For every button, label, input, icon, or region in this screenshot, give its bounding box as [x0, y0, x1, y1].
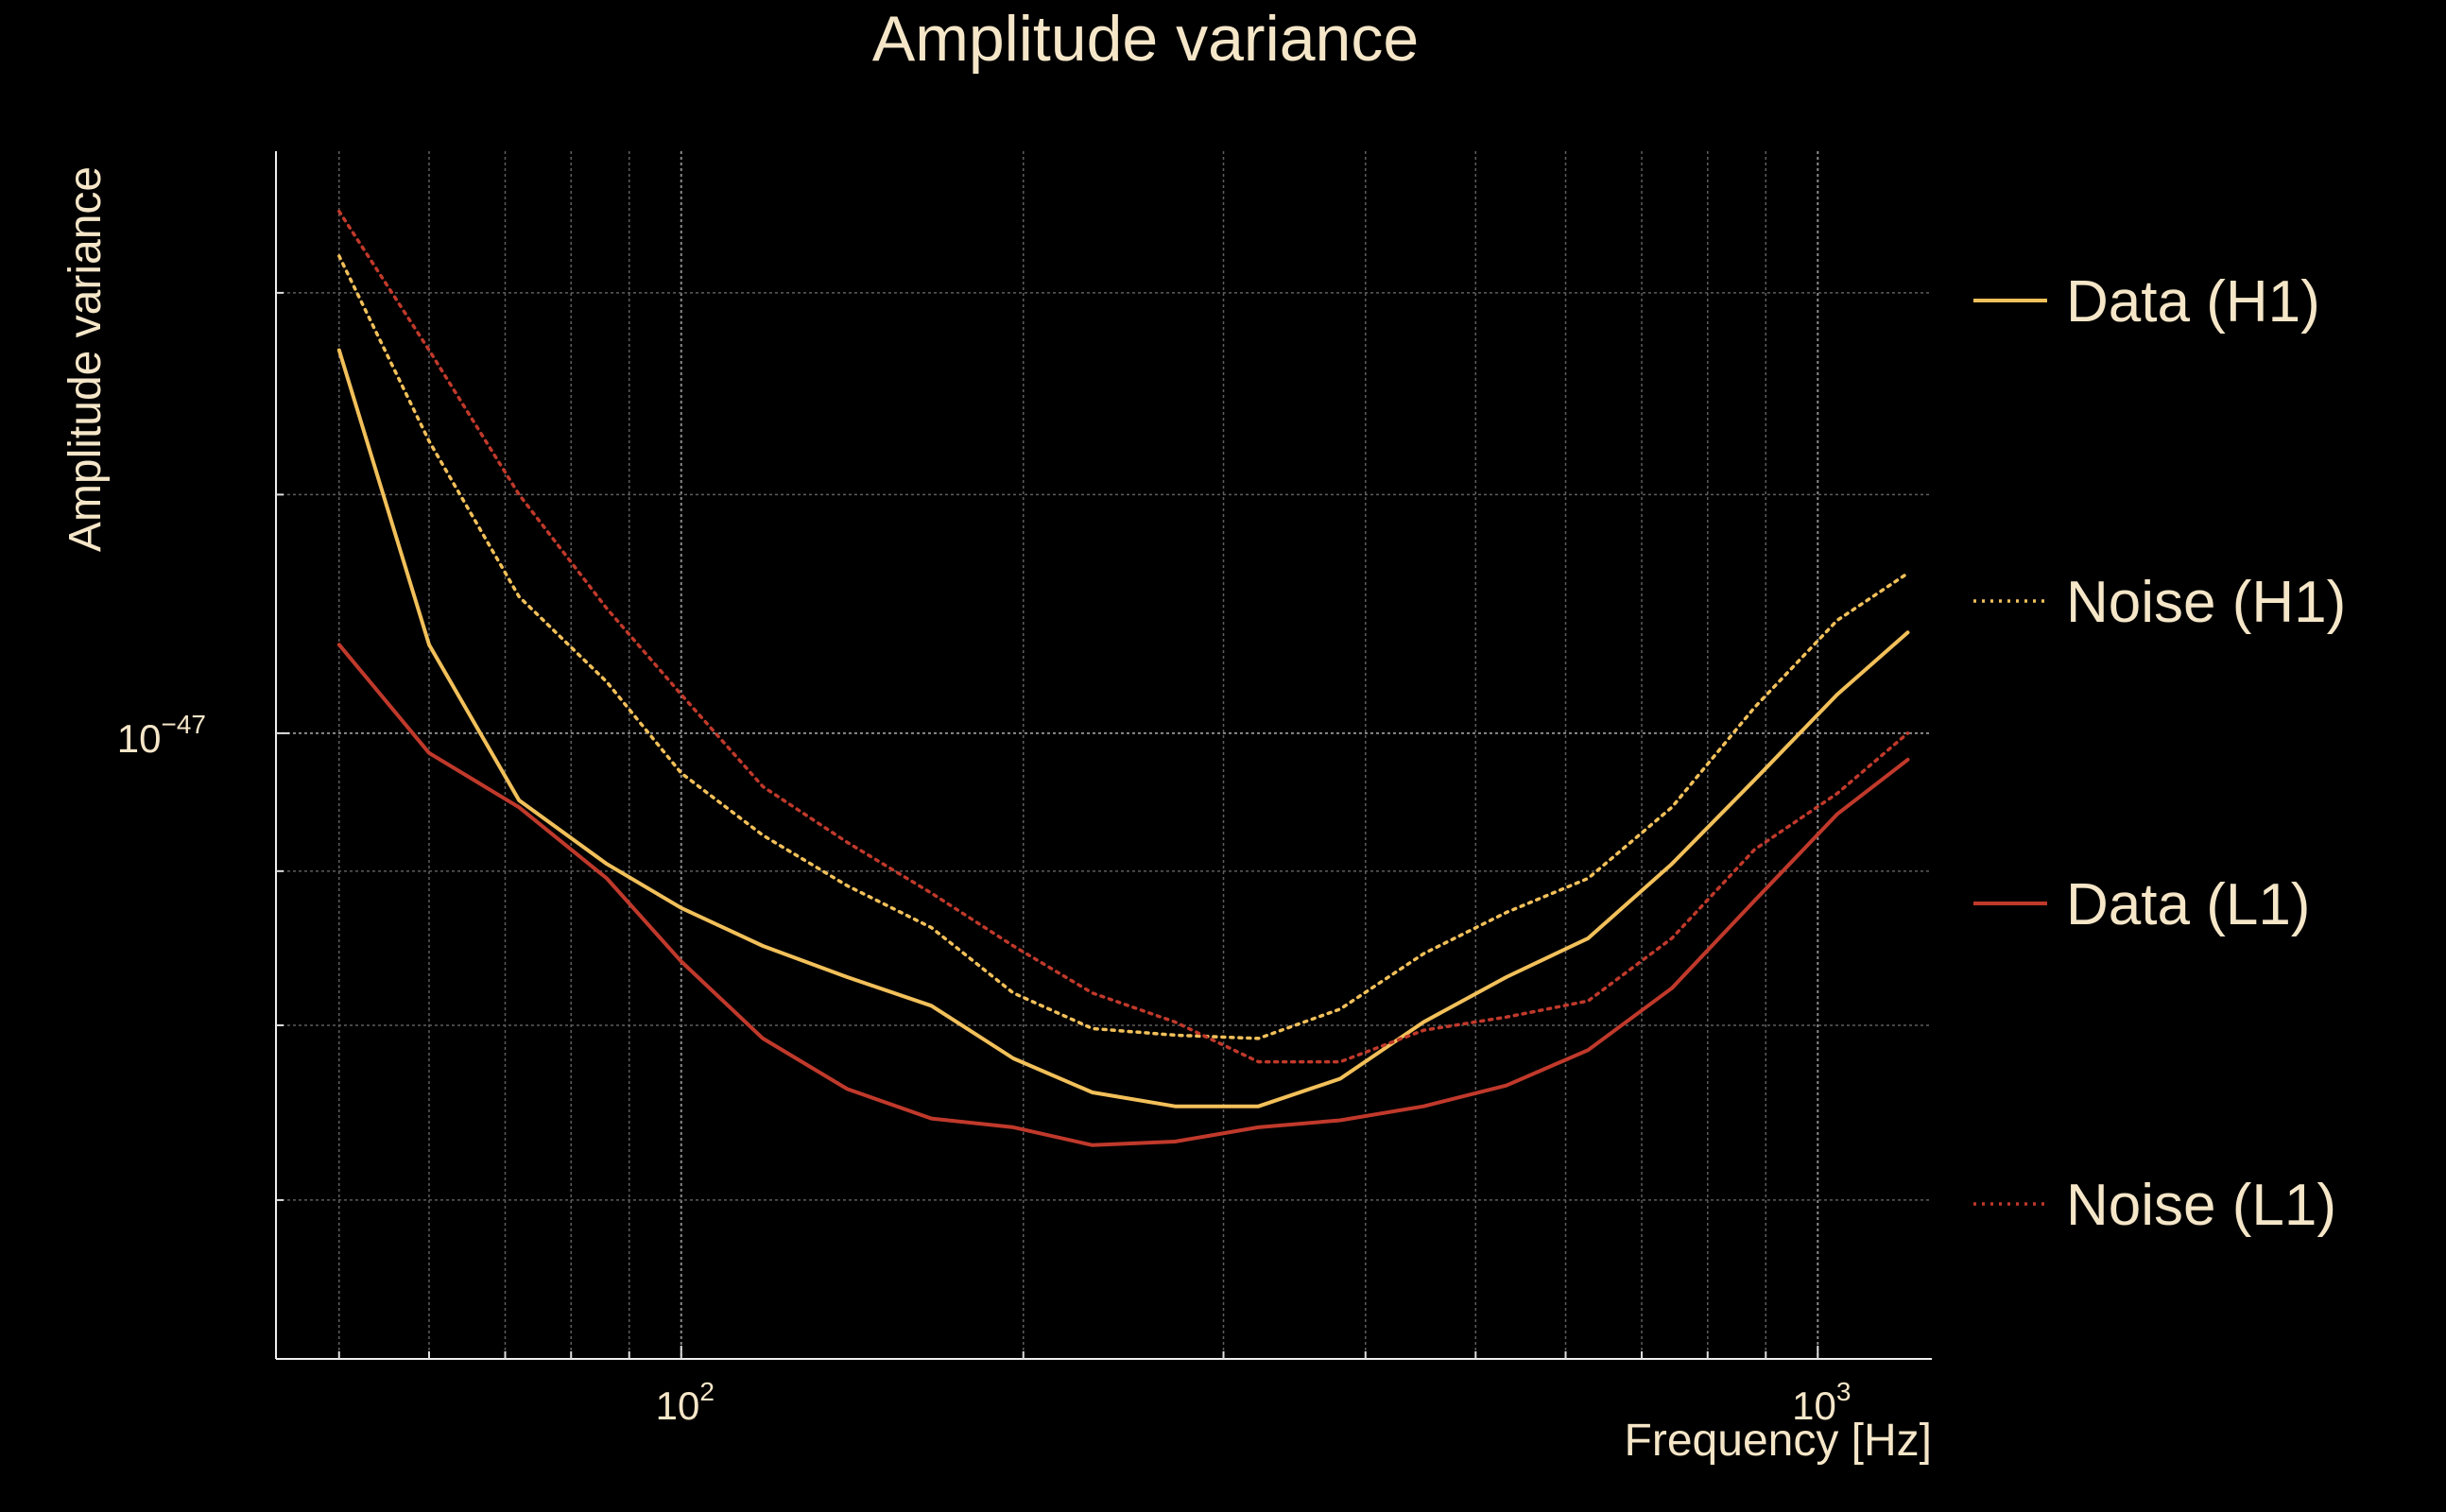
series-line [337, 254, 1910, 1040]
x-axis-label: Frequency [Hz] [1625, 1416, 1932, 1466]
series-line [337, 209, 1910, 1064]
legend-label: Data (L1) [2066, 872, 2310, 937]
legend-label: Noise (H1) [2066, 570, 2346, 635]
axes [275, 151, 1932, 1360]
chart-title: Amplitude variance [872, 3, 1419, 75]
legend: Data (H1) Noise (H1) Data (L1) Noise (L1) [1973, 269, 2346, 1238]
y-axis-label: Amplitude variance [60, 166, 111, 552]
ticks: 102 103 10−47 [117, 291, 1851, 1428]
series-lines [336, 209, 1910, 1147]
legend-label: Data (H1) [2066, 269, 2320, 335]
grid [276, 151, 1932, 1359]
legend-label: Noise (L1) [2066, 1173, 2336, 1238]
x-tick-label: 103 [1792, 1377, 1851, 1428]
y-tick-label: 10−47 [117, 710, 206, 761]
x-tick-label: 102 [656, 1377, 715, 1428]
series-line [336, 643, 1910, 1147]
series-line [336, 348, 1910, 1108]
